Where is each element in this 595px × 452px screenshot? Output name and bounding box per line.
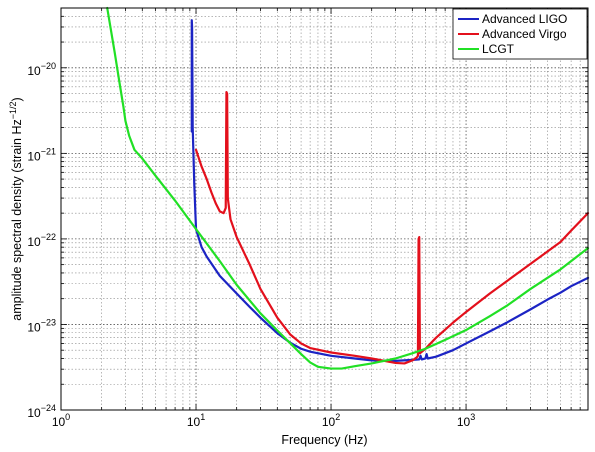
series-advanced-virgo — [194, 90, 590, 365]
y-tick-label: 10−20 — [27, 61, 56, 78]
legend-label-advanced-ligo: Advanced LIGO — [482, 12, 567, 26]
series-layer — [106, 6, 590, 370]
legend: Advanced LIGO Advanced Virgo LCGT — [452, 8, 588, 60]
y-axis-title-main: amplitude spectral density (strain Hz — [10, 119, 24, 320]
x-tick-label: 101 — [187, 412, 205, 429]
x-tick-label: 102 — [322, 412, 340, 429]
x-tick-labels: 100 101 102 103 — [52, 412, 475, 429]
y-axis-title-close: ) — [10, 97, 24, 101]
legend-entry-advanced-ligo: Advanced LIGO — [458, 12, 567, 26]
y-tick-label: 10−23 — [27, 317, 56, 334]
legend-entry-advanced-virgo: Advanced Virgo — [458, 27, 567, 41]
y-tick-label: 10−24 — [27, 403, 56, 420]
y-axis-title: amplitude spectral density (strain Hz−1/… — [8, 97, 24, 320]
x-tick-label: 103 — [457, 412, 475, 429]
x-tick-label: 100 — [52, 412, 70, 429]
y-tick-label: 10−21 — [27, 146, 56, 163]
legend-label-advanced-virgo: Advanced Virgo — [482, 27, 567, 41]
y-tick-labels: 10−24 10−23 10−22 10−21 10−20 — [27, 61, 56, 420]
x-axis-title: Frequency (Hz) — [281, 433, 367, 447]
series-lcgt — [106, 6, 590, 370]
series-advanced-ligo — [190, 19, 590, 362]
y-tick-label: 10−22 — [27, 232, 56, 249]
y-axis-title-exponent: −1/2 — [8, 101, 18, 119]
legend-label-lcgt: LCGT — [482, 42, 515, 56]
legend-entry-lcgt: LCGT — [458, 42, 515, 56]
